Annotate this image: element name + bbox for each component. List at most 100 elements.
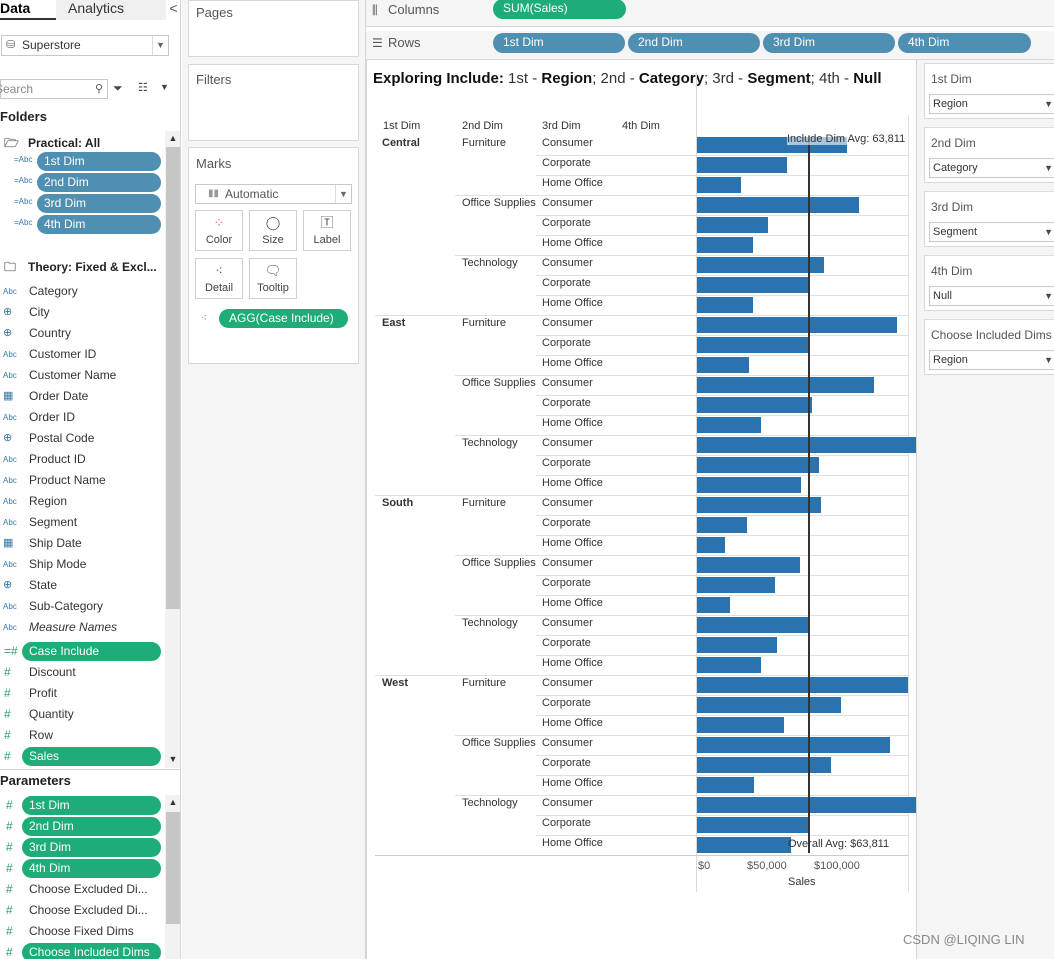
bar-mark[interactable] xyxy=(697,177,741,193)
bar-mark[interactable] xyxy=(697,597,730,613)
dimension-field[interactable]: Abc Product Name xyxy=(0,470,165,491)
view-list-icon[interactable]: ☷ xyxy=(138,82,148,94)
parameter-select[interactable]: Segment ▼ xyxy=(929,222,1054,242)
bar-mark[interactable] xyxy=(697,657,761,673)
parameter-select[interactable]: Region ▼ xyxy=(929,94,1054,114)
dimension-field[interactable]: ⊕ Postal Code xyxy=(0,428,165,449)
search-input[interactable]: Search ⚲ xyxy=(0,79,108,99)
bar-mark[interactable] xyxy=(697,697,841,713)
rows-pill-2nd-dim[interactable]: 2nd Dim xyxy=(628,33,760,53)
param-scrollbar-thumb[interactable] xyxy=(166,812,180,924)
bar-mark[interactable] xyxy=(697,637,777,653)
scroll-up-icon[interactable]: ▲ xyxy=(168,797,178,807)
parameter-field[interactable]: Choose Included Dims xyxy=(22,943,161,959)
bar-mark[interactable] xyxy=(697,197,859,213)
chevron-down-icon[interactable]: ▼ xyxy=(160,82,169,92)
dimension-field[interactable]: Abc Segment xyxy=(0,512,165,533)
bar-mark[interactable] xyxy=(697,157,787,173)
dimension-field[interactable]: Abc Region xyxy=(0,491,165,512)
parameter-select[interactable]: Category ▼ xyxy=(929,158,1054,178)
field-2nd-dim[interactable]: 2nd Dim xyxy=(37,173,161,192)
mark-type-select[interactable]: ▮▮ Automatic ▼ xyxy=(195,184,352,204)
bar-mark[interactable] xyxy=(697,437,935,453)
parameter-field[interactable]: 3rd Dim xyxy=(22,838,161,857)
measure-field[interactable]: Profit xyxy=(0,683,165,704)
bar-mark[interactable] xyxy=(697,377,874,393)
measure-field[interactable]: Discount xyxy=(0,662,165,683)
field-3rd-dim[interactable]: 3rd Dim xyxy=(37,194,161,213)
field-4th-dim[interactable]: 4th Dim xyxy=(37,215,161,234)
parameter-field[interactable]: 2nd Dim xyxy=(22,817,161,836)
datasource-select[interactable]: ⛁ Superstore ▼ xyxy=(1,35,169,56)
bar-mark[interactable] xyxy=(697,797,930,813)
bar-mark[interactable] xyxy=(697,617,810,633)
measure-field[interactable]: Quantity xyxy=(0,704,165,725)
dimension-field[interactable]: Abc Customer ID xyxy=(0,344,165,365)
parameter-field[interactable]: 4th Dim xyxy=(22,859,161,878)
bar-mark[interactable] xyxy=(697,837,791,853)
bar-mark[interactable] xyxy=(697,557,800,573)
bar-mark[interactable] xyxy=(697,297,753,313)
measure-field[interactable]: Case Include xyxy=(22,642,161,661)
bar-mark[interactable] xyxy=(697,737,890,753)
tooltip-button[interactable]: 🗨 Tooltip xyxy=(249,258,297,299)
bar-mark[interactable] xyxy=(697,777,754,793)
bar-mark[interactable] xyxy=(697,397,812,413)
dimension-field[interactable]: Abc Sub-Category xyxy=(0,596,165,617)
folder-theory[interactable]: 🗀 Theory: Fixed & Excl... xyxy=(4,258,157,279)
dimension-field[interactable]: ⊕ Country xyxy=(0,323,165,344)
bar-mark[interactable] xyxy=(697,577,775,593)
rows-pill-1st-dim[interactable]: 1st Dim xyxy=(493,33,625,53)
rows-pill-4th-dim[interactable]: 4th Dim xyxy=(898,33,1031,53)
dimension-field[interactable]: Abc Measure Names xyxy=(0,617,165,638)
parameter-field[interactable]: Choose Excluded Di... xyxy=(0,900,165,921)
bar-mark[interactable] xyxy=(697,497,821,513)
rows-pill-3rd-dim[interactable]: 3rd Dim xyxy=(763,33,895,53)
dimension-field[interactable]: ⊕ State xyxy=(0,575,165,596)
marks-pill-case-include[interactable]: AGG(Case Include) xyxy=(219,309,348,328)
parameter-select[interactable]: Null ▼ xyxy=(929,286,1054,306)
dimension-field[interactable]: ▦ Order Date xyxy=(0,386,165,407)
dimension-field[interactable]: Abc Order ID xyxy=(0,407,165,428)
measure-field[interactable]: Sales xyxy=(22,747,161,766)
filter-icon[interactable]: ⏷ xyxy=(113,81,123,95)
columns-pill-sum-sales[interactable]: SUM(Sales) xyxy=(493,0,626,19)
dimension-field[interactable]: Abc Customer Name xyxy=(0,365,165,386)
bar-mark[interactable] xyxy=(697,217,768,233)
scroll-down-icon[interactable]: ▼ xyxy=(168,754,178,764)
bar-mark[interactable] xyxy=(697,357,749,373)
parameter-field[interactable]: 1st Dim xyxy=(22,796,161,815)
bar-mark[interactable] xyxy=(697,537,725,553)
bar-mark[interactable] xyxy=(697,257,824,273)
dimension-field[interactable]: Abc Product ID xyxy=(0,449,165,470)
bar-mark[interactable] xyxy=(697,677,908,693)
tab-analytics[interactable]: Analytics xyxy=(56,0,166,20)
label-button[interactable]: 🅃 Label xyxy=(303,210,351,251)
bar-mark[interactable] xyxy=(697,417,761,433)
parameter-field[interactable]: Choose Fixed Dims xyxy=(0,921,165,942)
folder-practical[interactable]: 🗁 Practical: All xyxy=(4,134,100,155)
detail-button[interactable]: ⁖ Detail xyxy=(195,258,243,299)
bar-mark[interactable] xyxy=(697,457,819,473)
tab-data[interactable]: Data xyxy=(0,0,56,20)
bar-mark[interactable] xyxy=(697,277,808,293)
color-button[interactable]: ⁘ Color xyxy=(195,210,243,251)
measure-field[interactable]: Row xyxy=(0,725,165,746)
bar-mark[interactable] xyxy=(697,717,784,733)
bar-mark[interactable] xyxy=(697,337,808,353)
field-1st-dim[interactable]: 1st Dim xyxy=(37,152,161,171)
data-scrollbar-thumb[interactable] xyxy=(166,147,180,609)
bar-mark[interactable] xyxy=(697,237,753,253)
dimension-field[interactable]: ⊕ City xyxy=(0,302,165,323)
bar-mark[interactable] xyxy=(697,317,897,333)
dimension-field[interactable]: Abc Category xyxy=(0,281,165,302)
dimension-field[interactable]: ▦ Ship Date xyxy=(0,533,165,554)
collapse-pane-icon[interactable]: < xyxy=(169,0,178,16)
parameter-select[interactable]: Region ▼ xyxy=(929,350,1054,370)
bar-mark[interactable] xyxy=(697,517,747,533)
scroll-up-icon[interactable]: ▲ xyxy=(168,133,178,143)
pages-card[interactable]: Pages xyxy=(188,0,359,57)
dimension-field[interactable]: Abc Ship Mode xyxy=(0,554,165,575)
bar-mark[interactable] xyxy=(697,477,801,493)
size-button[interactable]: ◯ Size xyxy=(249,210,297,251)
